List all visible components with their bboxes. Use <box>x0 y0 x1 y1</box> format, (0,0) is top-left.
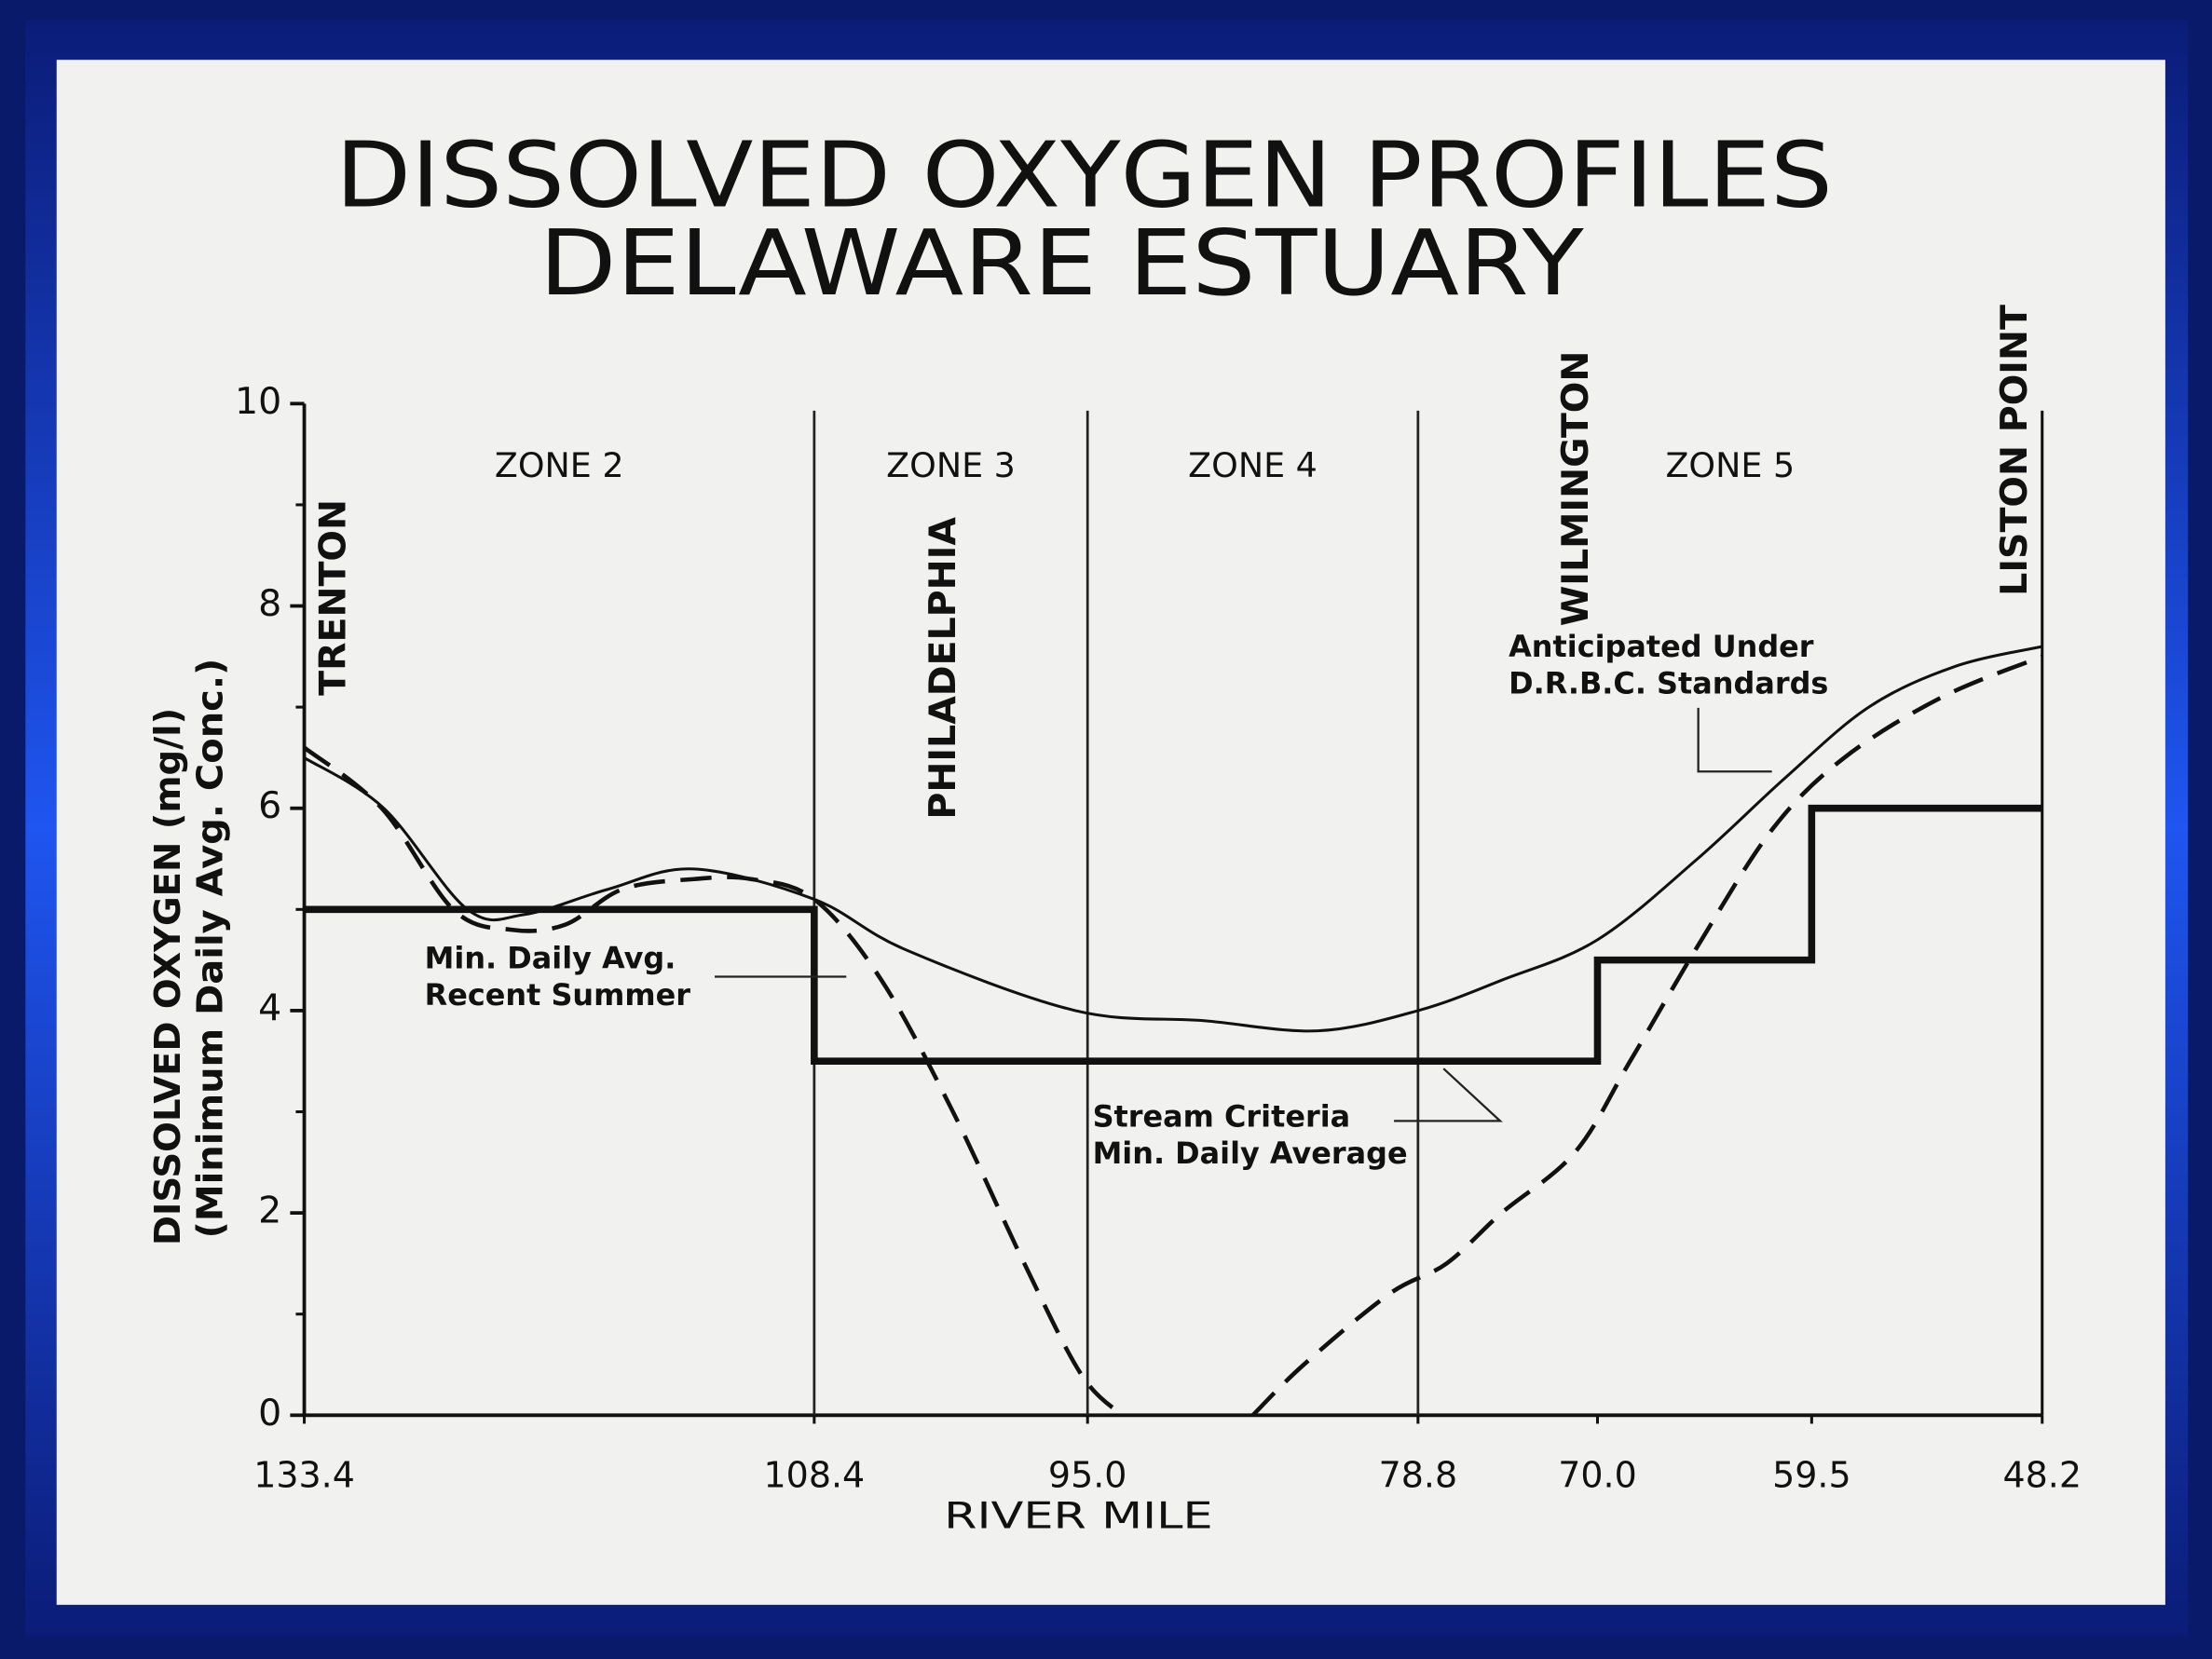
series-annotation-text: Anticipated Under D.R.B.C. Standards <box>1509 630 1829 701</box>
series-annotation: Anticipated Under D.R.B.C. Standards <box>1509 630 1829 701</box>
series-line <box>304 804 2042 1066</box>
series-annotation: Min. Daily Avg. Recent Summer <box>424 941 690 1013</box>
zone-label: ZONE 2 <box>495 445 624 485</box>
x-tick-label: 133.4 <box>253 1455 355 1496</box>
y-tick-label: 10 <box>235 380 281 423</box>
y-tick-label: 8 <box>258 582 281 625</box>
x-tick-label: 70.0 <box>1558 1455 1637 1496</box>
zone-label: ZONE 5 <box>1665 445 1795 485</box>
series-annotation-text: Min. Daily Avg. Recent Summer <box>424 941 690 1013</box>
series-line <box>303 645 2043 1033</box>
place-label: WILMINGTON <box>1554 351 1597 627</box>
x-tick-label: 48.2 <box>2002 1455 2082 1496</box>
y-tick-label: 4 <box>258 986 281 1029</box>
chart-subtitle: DELAWARE ESTUARY <box>539 211 1585 316</box>
series-line <box>303 654 2043 1418</box>
y-tick-label: 2 <box>258 1190 281 1232</box>
zone-label: ZONE 4 <box>1188 445 1318 485</box>
y-tick-label: 0 <box>258 1392 281 1435</box>
leader-line <box>1394 1067 1503 1122</box>
x-tick-label: 108.4 <box>764 1455 866 1496</box>
series-annotation-text: Stream Criteria Min. Daily Average <box>1092 1099 1408 1171</box>
y-tick-label: 6 <box>258 784 281 827</box>
x-tick-label: 59.5 <box>1772 1455 1851 1496</box>
chart-title: DISSOLVED OXYGEN PROFILES <box>335 123 1833 228</box>
place-label: TRENTON <box>311 499 354 696</box>
place-label: LISTON POINT <box>1993 305 2036 596</box>
x-tick-label: 95.0 <box>1048 1455 1127 1496</box>
x-tick-label: 78.8 <box>1379 1455 1458 1496</box>
zone-label: ZONE 3 <box>886 445 1016 485</box>
place-label: PHILADELPHIA <box>922 517 964 820</box>
leader-line <box>1697 707 1772 773</box>
y-axis-label: (Minimum Daily Avg. Conc.) <box>189 659 230 1239</box>
x-axis-label: RIVER MILE <box>944 1495 1213 1538</box>
y-axis-label: DISSOLVED OXYGEN (mg/l) <box>147 708 188 1245</box>
series-annotation: Stream Criteria Min. Daily Average <box>1092 1099 1408 1171</box>
